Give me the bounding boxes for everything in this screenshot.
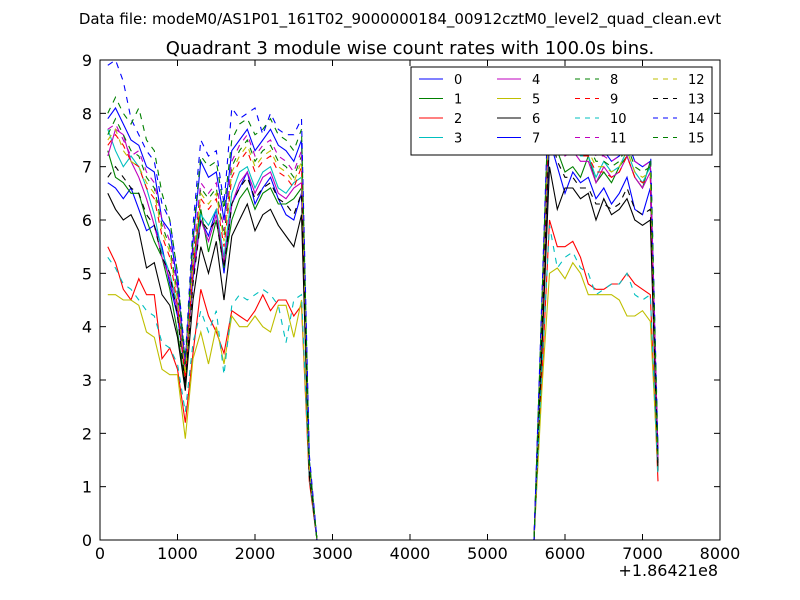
- y-tick-label: 3: [82, 371, 92, 390]
- y-tick-label: 5: [82, 264, 92, 283]
- series-line-8: [107, 86, 659, 540]
- series-line-15: [107, 70, 659, 540]
- x-tick-label: 1000: [157, 544, 198, 563]
- series-line-11: [107, 81, 659, 540]
- series-line-2: [107, 219, 659, 540]
- series-layer: [107, 60, 659, 540]
- series-line-6: [107, 166, 659, 540]
- legend-label-10: 10: [610, 112, 627, 127]
- x-offset-label: +1.86421e8: [618, 561, 718, 580]
- y-tick-label: 2: [82, 424, 92, 443]
- legend-label-5: 5: [532, 93, 540, 108]
- y-tick-label: 0: [82, 531, 92, 550]
- legend-label-3: 3: [454, 132, 462, 147]
- legend-box: [410, 66, 713, 156]
- x-tick-label: 7000: [622, 544, 663, 563]
- legend-label-9: 9: [610, 93, 618, 108]
- legend-label-12: 12: [688, 73, 705, 88]
- series-line-13: [107, 129, 659, 540]
- legend-label-14: 14: [688, 112, 705, 127]
- x-tick-label: 0: [95, 544, 105, 563]
- y-tick-label: 8: [82, 104, 92, 123]
- y-tick-label: 6: [82, 211, 92, 230]
- chart-title: Quadrant 3 module wise count rates with …: [166, 38, 655, 59]
- legend-label-13: 13: [688, 93, 705, 108]
- x-tick-label: 2000: [235, 544, 276, 563]
- axis-ticks: 0 1000 2000 3000 4000 5000 6000 7000 80000123456…: [82, 51, 741, 563]
- y-tick-label: 4: [82, 318, 92, 337]
- legend-label-6: 6: [532, 112, 540, 127]
- x-tick-label: 8000: [700, 544, 741, 563]
- x-tick-label: 6000: [545, 544, 586, 563]
- legend-label-1: 1: [454, 93, 462, 108]
- x-tick-label: 5000: [467, 544, 508, 563]
- series-line-0: [107, 139, 659, 540]
- y-tick-label: 1: [82, 478, 92, 497]
- y-tick-label: 7: [82, 158, 92, 177]
- legend-label-8: 8: [610, 73, 618, 88]
- legend-label-11: 11: [610, 132, 627, 147]
- chart-suptitle: Data file: modeM0/AS1P01_161T02_90000001…: [79, 10, 721, 29]
- series-line-4: [107, 107, 659, 540]
- series-line-10: [107, 225, 659, 540]
- series-line-9: [107, 97, 659, 540]
- y-tick-label: 9: [82, 51, 92, 70]
- legend-label-4: 4: [532, 73, 540, 88]
- series-line-3: [107, 97, 659, 540]
- series-line-1: [107, 123, 659, 540]
- legend-label-0: 0: [454, 73, 462, 88]
- legend-label-7: 7: [532, 132, 540, 147]
- series-line-5: [107, 261, 659, 540]
- legend-label-2: 2: [454, 112, 462, 127]
- series-line-12: [107, 91, 659, 540]
- x-tick-label: 3000: [312, 544, 353, 563]
- x-tick-label: 4000: [390, 544, 431, 563]
- legend-label-15: 15: [688, 132, 705, 147]
